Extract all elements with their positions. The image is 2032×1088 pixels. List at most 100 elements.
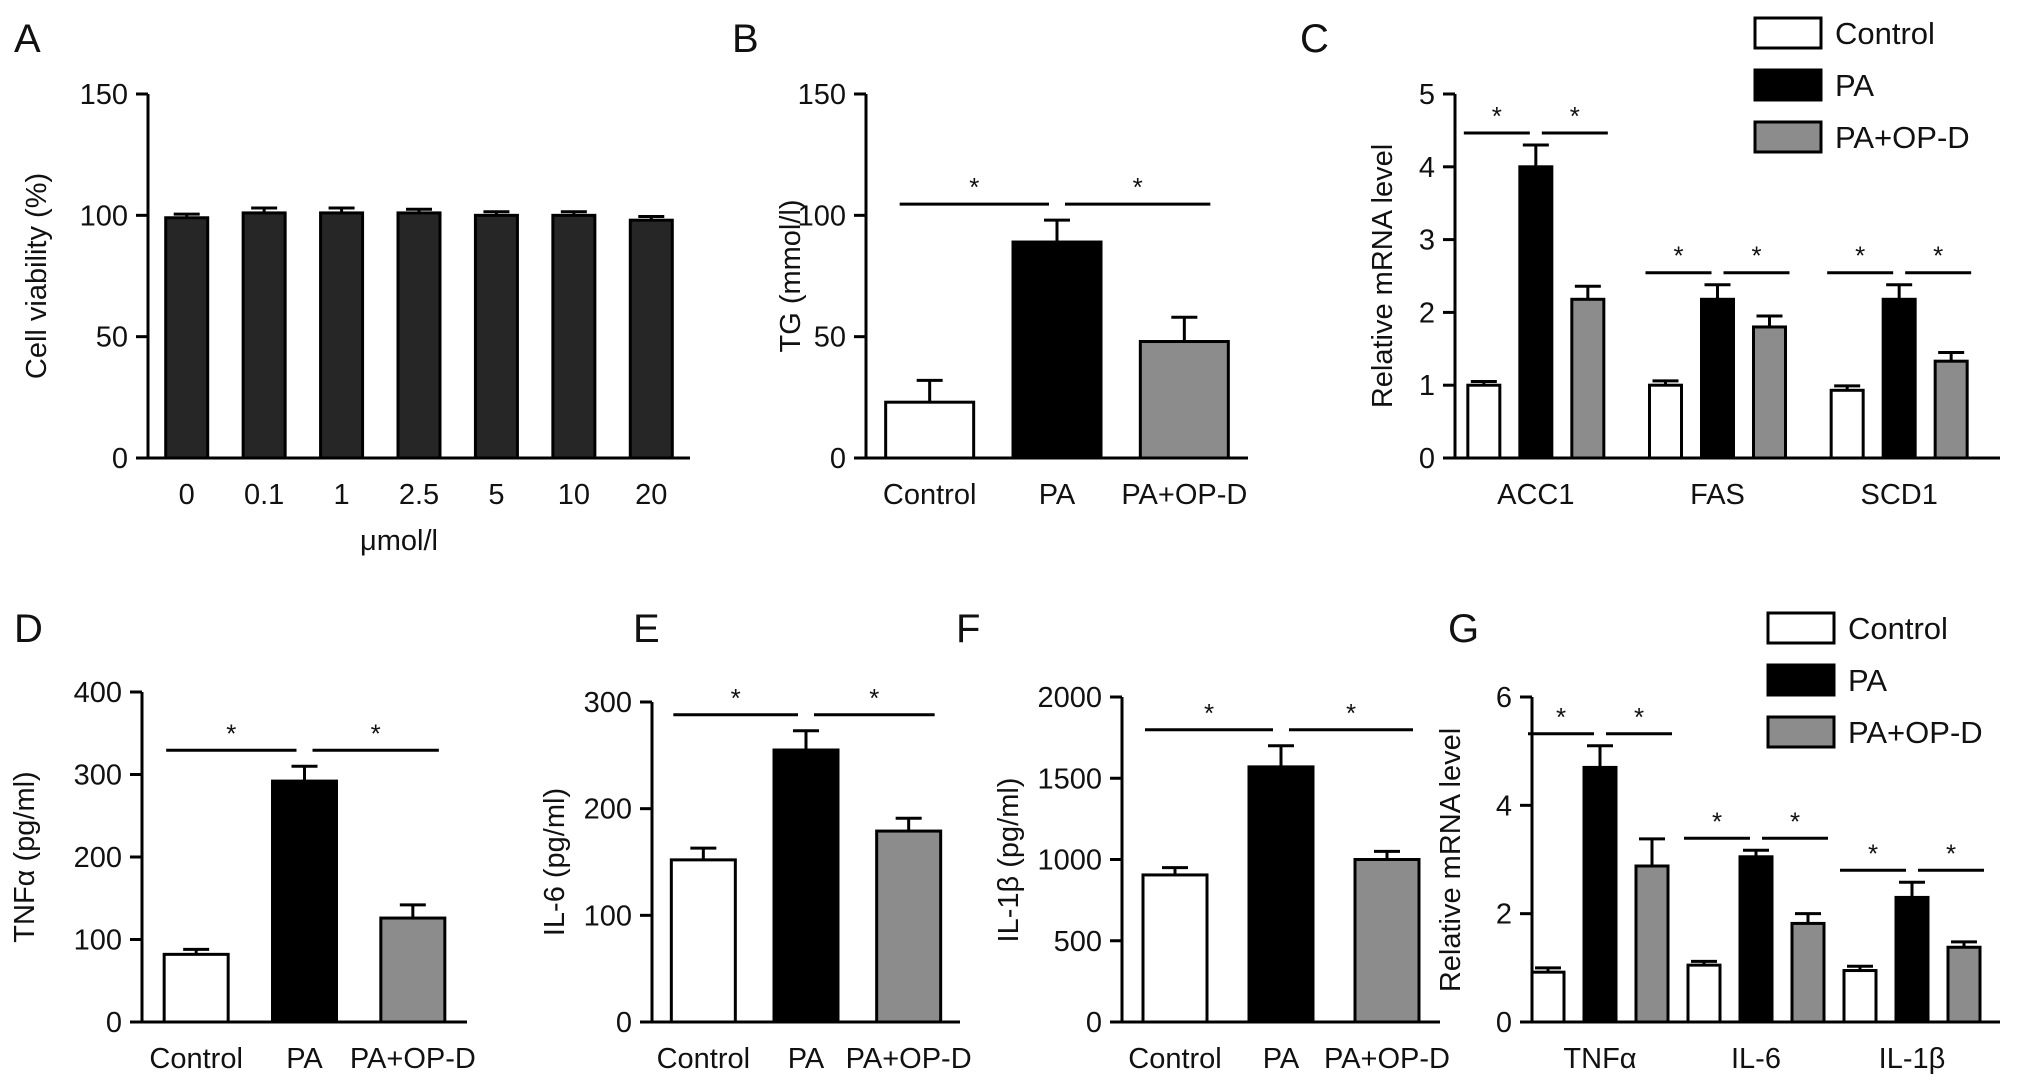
panel-d-y-tick-label: 300 bbox=[74, 760, 122, 792]
panel-c-significance-star: * bbox=[1933, 241, 1943, 271]
panel-a-bar bbox=[628, 218, 674, 460]
panel-c-y-axis-label: Relative mRNA level bbox=[1367, 144, 1399, 408]
panel-a-x-tick-label: 0 bbox=[179, 479, 195, 511]
panel-f-significance-star: * bbox=[1346, 698, 1356, 728]
panel-c-legend-label: PA+OP-D bbox=[1835, 120, 1970, 155]
panel-a-x-tick-label: 0.1 bbox=[244, 479, 284, 511]
panel-b-y-axis-label: TG (mmol/l) bbox=[775, 199, 807, 352]
panel-c-y-tick-label: 0 bbox=[1419, 443, 1435, 475]
panel-d-y-tick-label: 200 bbox=[74, 842, 122, 874]
panel-c-y-tick-label: 5 bbox=[1419, 79, 1435, 111]
panel-c-significance-star: * bbox=[1570, 101, 1580, 131]
panel-c-legend-swatch bbox=[1753, 120, 1823, 154]
panel-g-bar bbox=[1946, 945, 1982, 1024]
panel-e-bar bbox=[669, 858, 737, 1024]
panel-g-legend-label: PA bbox=[1848, 663, 1887, 698]
panel-b-significance-star: * bbox=[969, 172, 979, 202]
panel-a-x-tick-label: 5 bbox=[488, 479, 504, 511]
panel-g-significance-star: * bbox=[1556, 702, 1566, 732]
panel-d-bar bbox=[162, 952, 230, 1024]
panel-c-x-tick-label: ACC1 bbox=[1497, 479, 1574, 511]
panel-c-legend-swatch bbox=[1753, 16, 1823, 50]
panel-g-x-tick-label: IL-6 bbox=[1731, 1043, 1781, 1075]
panel-a-x-tick-label: 10 bbox=[558, 479, 590, 511]
panel-a-x-tick-label: 2.5 bbox=[399, 479, 439, 511]
panel-d-letter: D bbox=[14, 607, 43, 651]
panel-c-y-tick-label: 1 bbox=[1419, 370, 1435, 402]
panel-a-letter: A bbox=[14, 17, 41, 61]
panel-f-bar bbox=[1141, 873, 1209, 1024]
panel-f-y-tick-label: 1500 bbox=[1037, 763, 1102, 795]
panel-d-bar bbox=[379, 916, 447, 1024]
panel-a-y-tick-label: 100 bbox=[80, 200, 128, 232]
panel-c-significance-star: * bbox=[1492, 101, 1502, 131]
panel-c-bar bbox=[1700, 297, 1735, 460]
panel-d-y-tick-label: 100 bbox=[74, 925, 122, 957]
panel-f-y-axis-label: IL-1β (pg/ml) bbox=[993, 778, 1025, 943]
panel-g-bar bbox=[1790, 921, 1826, 1024]
panel-e-bar bbox=[875, 829, 943, 1024]
panel-c-bar bbox=[1881, 297, 1917, 460]
panel-c-legend-label: Control bbox=[1835, 16, 1935, 51]
panel-e-significance-star: * bbox=[869, 683, 879, 713]
panel-f-x-tick-label: Control bbox=[1128, 1043, 1222, 1075]
panel-g-bar bbox=[1842, 969, 1878, 1024]
panel-c-y-tick-label: 4 bbox=[1419, 152, 1435, 184]
panel-d-y-tick-label: 400 bbox=[74, 677, 122, 709]
panel-a-bar bbox=[396, 211, 442, 460]
panel-f-y-tick-label: 1000 bbox=[1037, 845, 1102, 877]
panel-e-bar bbox=[772, 748, 840, 1024]
panel-e-y-tick-label: 100 bbox=[584, 900, 632, 932]
panel-g-legend-swatch bbox=[1766, 715, 1836, 749]
panel-f-bar bbox=[1353, 858, 1421, 1024]
panel-c-legend-swatch bbox=[1753, 68, 1823, 102]
panel-b-y-tick-label: 100 bbox=[798, 200, 846, 232]
panel-a-y-axis-label: Cell viability (%) bbox=[21, 173, 53, 379]
panel-g-significance-star: * bbox=[1868, 838, 1878, 868]
panel-g-legend-label: Control bbox=[1848, 611, 1948, 646]
panel-e-significance-star: * bbox=[731, 683, 741, 713]
panel-c-bar bbox=[1933, 359, 1969, 460]
panel-f-y-tick-label: 500 bbox=[1054, 926, 1102, 958]
panel-g-x-tick-label: TNFα bbox=[1563, 1043, 1636, 1075]
panel-c-significance-star: * bbox=[1673, 241, 1683, 271]
panel-e-x-tick-label: Control bbox=[657, 1043, 751, 1075]
panel-a-x-tick-label: 1 bbox=[334, 479, 350, 511]
panel-c-legend-label: PA bbox=[1835, 68, 1874, 103]
panel-d-x-tick-label: PA bbox=[286, 1043, 323, 1075]
panel-g-bar bbox=[1686, 963, 1722, 1024]
panel-e-letter: E bbox=[633, 607, 660, 651]
panel-g-significance-star: * bbox=[1712, 806, 1722, 836]
panel-g-significance-star: * bbox=[1634, 702, 1644, 732]
panel-a-x-tick-label: 20 bbox=[635, 479, 667, 511]
panel-g-bar bbox=[1738, 855, 1774, 1024]
panel-g-legend-swatch bbox=[1766, 663, 1836, 697]
panel-g-y-tick-label: 6 bbox=[1496, 682, 1512, 714]
panel-d-bar bbox=[271, 779, 338, 1024]
panel-g-x-tick-label: IL-1β bbox=[1879, 1043, 1946, 1075]
panel-b-bar bbox=[1011, 240, 1103, 460]
panel-c-significance-star: * bbox=[1751, 241, 1761, 271]
panel-e-y-tick-label: 200 bbox=[584, 794, 632, 826]
panel-c-y-tick-label: 2 bbox=[1419, 297, 1435, 329]
panel-b-y-tick-label: 0 bbox=[830, 443, 846, 475]
panel-e-y-tick-label: 0 bbox=[616, 1007, 632, 1039]
panel-c-bar bbox=[1570, 297, 1606, 460]
panel-g-bar bbox=[1530, 970, 1566, 1024]
panel-g-y-tick-label: 0 bbox=[1496, 1007, 1512, 1039]
panel-b-x-tick-label: Control bbox=[883, 479, 977, 511]
panel-f-x-tick-label: PA+OP-D bbox=[1324, 1043, 1450, 1075]
panel-f-x-tick-label: PA bbox=[1263, 1043, 1300, 1075]
panel-b-y-tick-label: 50 bbox=[814, 322, 846, 354]
panel-d-x-tick-label: PA+OP-D bbox=[350, 1043, 476, 1075]
panel-d-y-tick-label: 0 bbox=[106, 1007, 122, 1039]
panel-g-y-axis-label: Relative mRNA level bbox=[1435, 728, 1467, 992]
panel-c-significance-star: * bbox=[1855, 241, 1865, 271]
panel-g-bar bbox=[1894, 895, 1930, 1024]
panel-e-y-axis-label: IL-6 (pg/ml) bbox=[539, 788, 571, 936]
panel-g-letter: G bbox=[1448, 607, 1479, 651]
panel-f-significance-star: * bbox=[1204, 698, 1214, 728]
panel-b-x-tick-label: PA bbox=[1039, 479, 1076, 511]
panel-c-y-tick-label: 3 bbox=[1419, 225, 1435, 257]
